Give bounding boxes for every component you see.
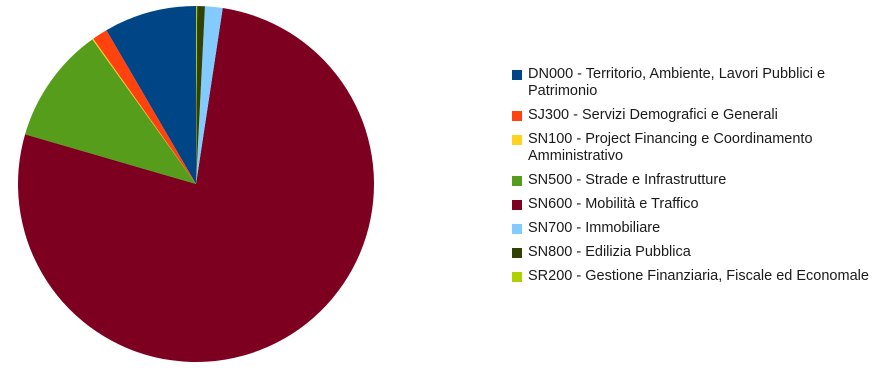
legend-item-dn000: DN000 - Territorio, Ambiente, Lavori Pub… <box>512 66 882 100</box>
legend-label: DN000 - Territorio, Ambiente, Lavori Pub… <box>528 66 826 99</box>
pie-slice-sr200 <box>196 5 198 184</box>
pie-slice-sn700 <box>196 6 223 184</box>
legend-swatch <box>512 200 522 210</box>
legend-item-sn100: SN100 - Project Financing e Coordinament… <box>512 131 882 165</box>
pie-slice-dn000 <box>106 6 196 184</box>
legend-item-sn800: SN800 - Edilizia Pubblica <box>512 244 882 261</box>
legend-label: SN700 - Immobiliare <box>528 220 661 236</box>
legend-item-sn600: SN600 - Mobilità e Traffico <box>512 196 882 213</box>
legend: DN000 - Territorio, Ambiente, Lavori Pub… <box>512 66 882 292</box>
legend-swatch <box>512 176 522 186</box>
legend-item-sr200: SR200 - Gestione Finanziaria, Fiscale ed… <box>512 268 882 285</box>
legend-label: SJ300 - Servizi Demografici e Generali <box>528 107 778 123</box>
legend-swatch <box>512 248 522 258</box>
legend-label: SN800 - Edilizia Pubblica <box>528 244 691 260</box>
pie-slice-sn100 <box>92 38 196 184</box>
legend-label: SN600 - Mobilità e Traffico <box>528 196 699 212</box>
legend-item-sj300: SJ300 - Servizi Demografici e Generali <box>512 107 882 124</box>
legend-swatch <box>512 111 522 121</box>
pie-slice-sj300 <box>93 30 196 184</box>
legend-item-sn500: SN500 - Strade e Infrastrutture <box>512 172 882 189</box>
legend-swatch <box>512 224 522 234</box>
legend-swatch <box>512 135 522 145</box>
pie-slice-sn800 <box>196 6 205 184</box>
pie-chart-svg <box>18 5 375 363</box>
legend-label: SN100 - Project Financing e Coordinament… <box>528 131 813 164</box>
legend-label: SR200 - Gestione Finanziaria, Fiscale ed… <box>528 268 869 284</box>
legend-label: SN500 - Strade e Infrastrutture <box>528 172 727 188</box>
pie-slice-sn600 <box>18 8 375 363</box>
legend-swatch <box>512 70 522 80</box>
legend-item-sn700: SN700 - Immobiliare <box>512 220 882 237</box>
legend-swatch <box>512 272 522 282</box>
pie-chart <box>0 0 400 363</box>
pie-slice-sn500 <box>25 39 196 185</box>
